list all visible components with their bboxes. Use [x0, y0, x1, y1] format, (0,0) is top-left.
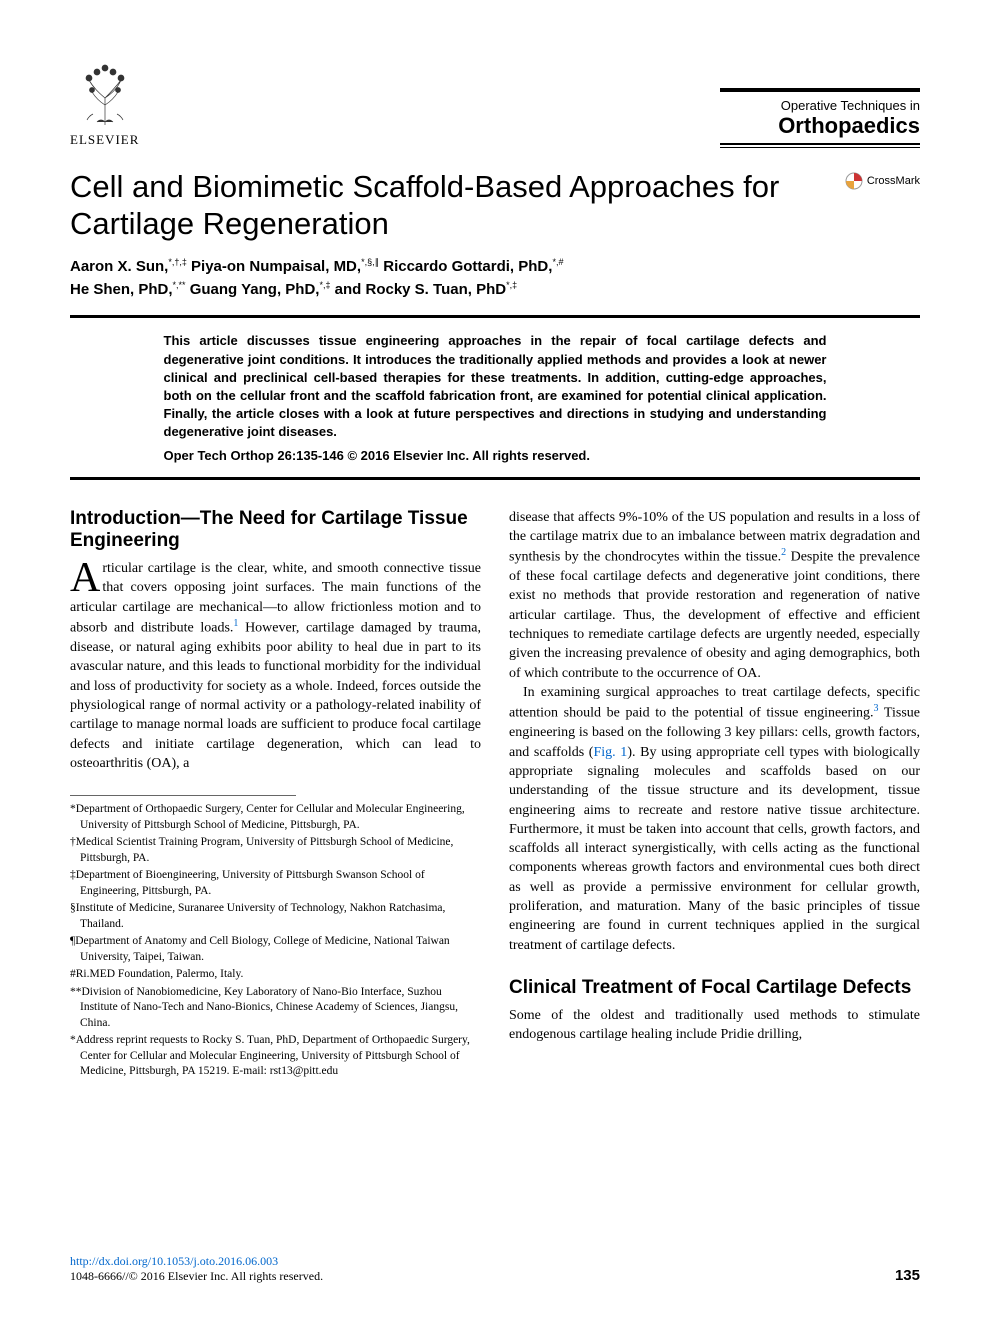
affiliation: *Department of Orthopaedic Surgery, Cent…: [70, 802, 481, 833]
elsevier-tree-icon: [75, 60, 135, 130]
title-row: Cell and Biomimetic Scaffold-Based Appro…: [70, 168, 920, 242]
publisher-logo: ELSEVIER: [70, 60, 139, 148]
figure-link[interactable]: Fig. 1: [593, 745, 627, 760]
authors: Aaron X. Sun,*,†,‡ Piya-on Numpaisal, MD…: [70, 256, 920, 301]
body-columns: Introduction—The Need for Cartilage Tiss…: [70, 508, 920, 1082]
footer-left: http://dx.doi.org/10.1053/j.oto.2016.06.…: [70, 1254, 323, 1284]
affiliation: §Institute of Medicine, Suranaree Univer…: [70, 901, 481, 932]
journal-name: Orthopaedics: [720, 113, 920, 139]
issn-line: 1048-6666//© 2016 Elsevier Inc. All righ…: [70, 1269, 323, 1284]
rule-top: [70, 315, 920, 318]
abstract: This article discusses tissue engineerin…: [164, 332, 827, 441]
affiliation: ‡Department of Bioengineering, Universit…: [70, 868, 481, 899]
rule-bottom: [70, 477, 920, 480]
affiliation: #Ri.MED Foundation, Palermo, Italy.: [70, 967, 481, 983]
authors-line-1: Aaron X. Sun,*,†,‡ Piya-on Numpaisal, MD…: [70, 256, 920, 279]
affiliation: ¶Department of Anatomy and Cell Biology,…: [70, 934, 481, 965]
article-title: Cell and Biomimetic Scaffold-Based Appro…: [70, 168, 825, 242]
affiliation: †Medical Scientist Training Program, Uni…: [70, 835, 481, 866]
intro-paragraph: Articular cartilage is the clear, white,…: [70, 559, 481, 773]
dropcap: A: [70, 559, 102, 595]
journal-block: Operative Techniques in Orthopaedics: [720, 88, 920, 148]
crossmark-icon: [845, 172, 863, 190]
column-right: disease that affects 9%-10% of the US po…: [509, 508, 920, 1082]
body-paragraph: Some of the oldest and traditionally use…: [509, 1006, 920, 1045]
journal-overline: Operative Techniques in: [720, 98, 920, 113]
section-head-clinical: Clinical Treatment of Focal Cartilage De…: [509, 977, 920, 1000]
page-number: 135: [895, 1267, 920, 1284]
affiliation: **Division of Nanobiomedicine, Key Labor…: [70, 985, 481, 1032]
authors-line-2: He Shen, PhD,*,** Guang Yang, PhD,*,‡ an…: [70, 279, 920, 302]
doi-link[interactable]: http://dx.doi.org/10.1053/j.oto.2016.06.…: [70, 1254, 323, 1269]
affiliation-rule: [70, 795, 296, 796]
crossmark-label: CrossMark: [867, 175, 920, 187]
page-footer: http://dx.doi.org/10.1053/j.oto.2016.06.…: [70, 1254, 920, 1284]
affiliation-corresponding: *Address reprint requests to Rocky S. Tu…: [70, 1033, 481, 1080]
body-paragraph: In examining surgical approaches to trea…: [509, 683, 920, 955]
body-paragraph: disease that affects 9%-10% of the US po…: [509, 508, 920, 683]
section-head-intro: Introduction—The Need for Cartilage Tiss…: [70, 508, 481, 554]
crossmark-badge[interactable]: CrossMark: [845, 172, 920, 190]
column-left: Introduction—The Need for Cartilage Tiss…: [70, 508, 481, 1082]
publisher-name: ELSEVIER: [70, 132, 139, 148]
page-header: ELSEVIER Operative Techniques in Orthopa…: [70, 60, 920, 148]
abstract-citation: Oper Tech Orthop 26:135-146 © 2016 Elsev…: [164, 448, 827, 463]
